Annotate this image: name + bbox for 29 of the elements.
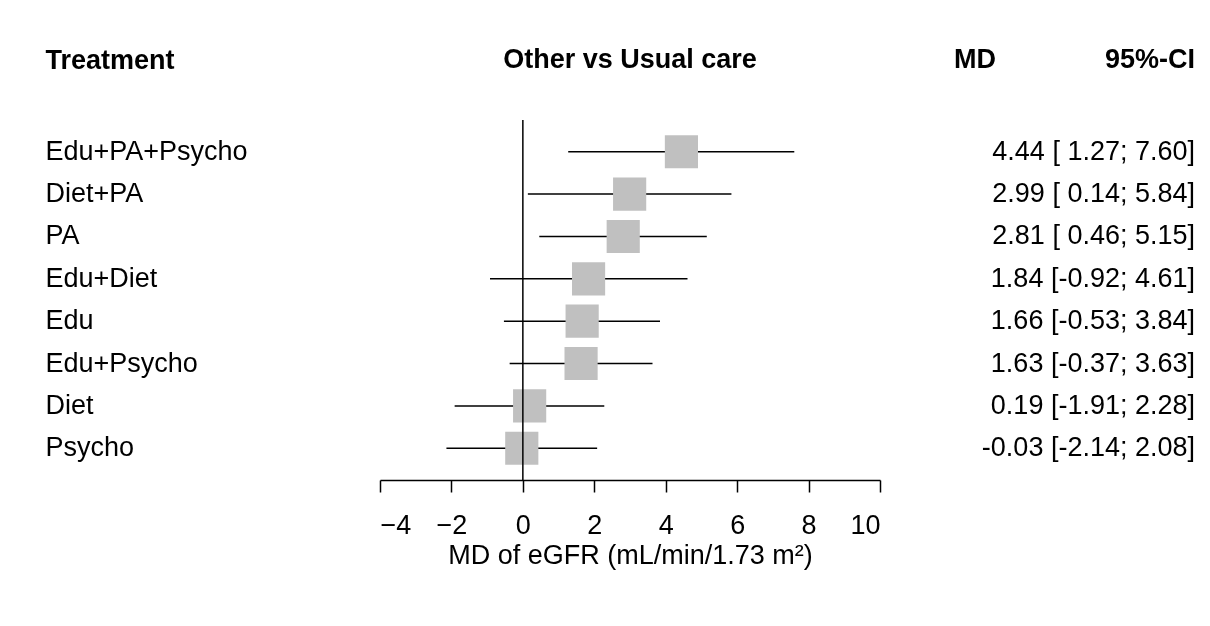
y-tick-label: PA — [45, 220, 80, 251]
data-label: 2.81 [ 0.46; 5.15] — [992, 220, 1195, 251]
y-tick-label: Psycho — [45, 432, 135, 463]
data-label: 1.66 [-0.53; 3.84] — [990, 305, 1195, 336]
x-tick-label: 8 — [801, 509, 817, 540]
text: MD — [954, 44, 996, 74]
x-tick-label: 0 — [515, 509, 531, 540]
x-tick-label: 4 — [658, 509, 674, 540]
y-tick-label: Edu — [45, 305, 94, 336]
y-tick-label: Edu+Diet — [45, 262, 158, 293]
data-label: -0.03 [-2.14; 2.08] — [981, 432, 1195, 463]
x-tick-label: 2 — [587, 509, 603, 540]
y-tick-label: Diet — [45, 389, 95, 420]
chart-title: Other vs Usual care — [503, 44, 757, 74]
x-tick-label: −2 — [436, 509, 468, 540]
x-tick-label: −4 — [380, 509, 412, 540]
data-label: 0.19 [-1.91; 2.28] — [990, 389, 1195, 420]
y-tick-label: Edu+PA+Psycho — [45, 135, 248, 166]
x-axis-title: MD of eGFR (mL/min/1.73 m²) — [448, 539, 813, 570]
x-tick-label: 10 — [850, 509, 881, 540]
y-tick-label: Diet+PA — [45, 178, 144, 209]
data-label: 1.84 [-0.92; 4.61] — [990, 262, 1195, 293]
y-axis-title: Treatment — [45, 44, 175, 75]
data-label: 1.63 [-0.37; 3.63] — [990, 347, 1195, 378]
y-tick-label: Edu+Psycho — [45, 347, 198, 378]
data-label: 4.44 [ 1.27; 7.60] — [992, 135, 1195, 166]
text: 95%-CI — [1104, 44, 1195, 74]
x-tick-label: 6 — [730, 509, 746, 540]
data-label: 2.99 [ 0.14; 5.84] — [992, 178, 1195, 209]
